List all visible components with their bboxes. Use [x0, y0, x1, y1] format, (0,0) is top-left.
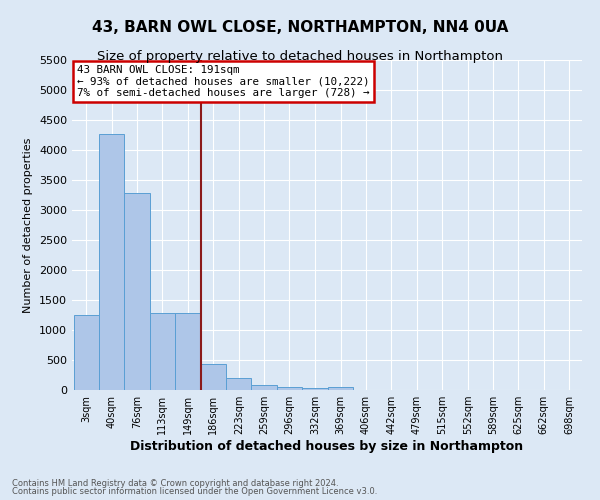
Text: Contains HM Land Registry data © Crown copyright and database right 2024.: Contains HM Land Registry data © Crown c…: [12, 478, 338, 488]
X-axis label: Distribution of detached houses by size in Northampton: Distribution of detached houses by size …: [130, 440, 524, 453]
Bar: [251, 385, 277, 390]
Bar: [277, 386, 302, 390]
Bar: [124, 193, 149, 390]
Bar: [201, 364, 226, 390]
Text: 43 BARN OWL CLOSE: 191sqm
← 93% of detached houses are smaller (10,222)
7% of se: 43 BARN OWL CLOSE: 191sqm ← 93% of detac…: [77, 65, 370, 98]
Bar: [328, 388, 353, 390]
Text: 43, BARN OWL CLOSE, NORTHAMPTON, NN4 0UA: 43, BARN OWL CLOSE, NORTHAMPTON, NN4 0UA: [92, 20, 508, 35]
Bar: [99, 134, 124, 390]
Bar: [74, 315, 99, 390]
Bar: [175, 313, 200, 390]
Y-axis label: Number of detached properties: Number of detached properties: [23, 138, 34, 312]
Bar: [226, 378, 251, 390]
Text: Size of property relative to detached houses in Northampton: Size of property relative to detached ho…: [97, 50, 503, 63]
Bar: [302, 388, 328, 390]
Text: Contains public sector information licensed under the Open Government Licence v3: Contains public sector information licen…: [12, 487, 377, 496]
Bar: [150, 312, 175, 390]
